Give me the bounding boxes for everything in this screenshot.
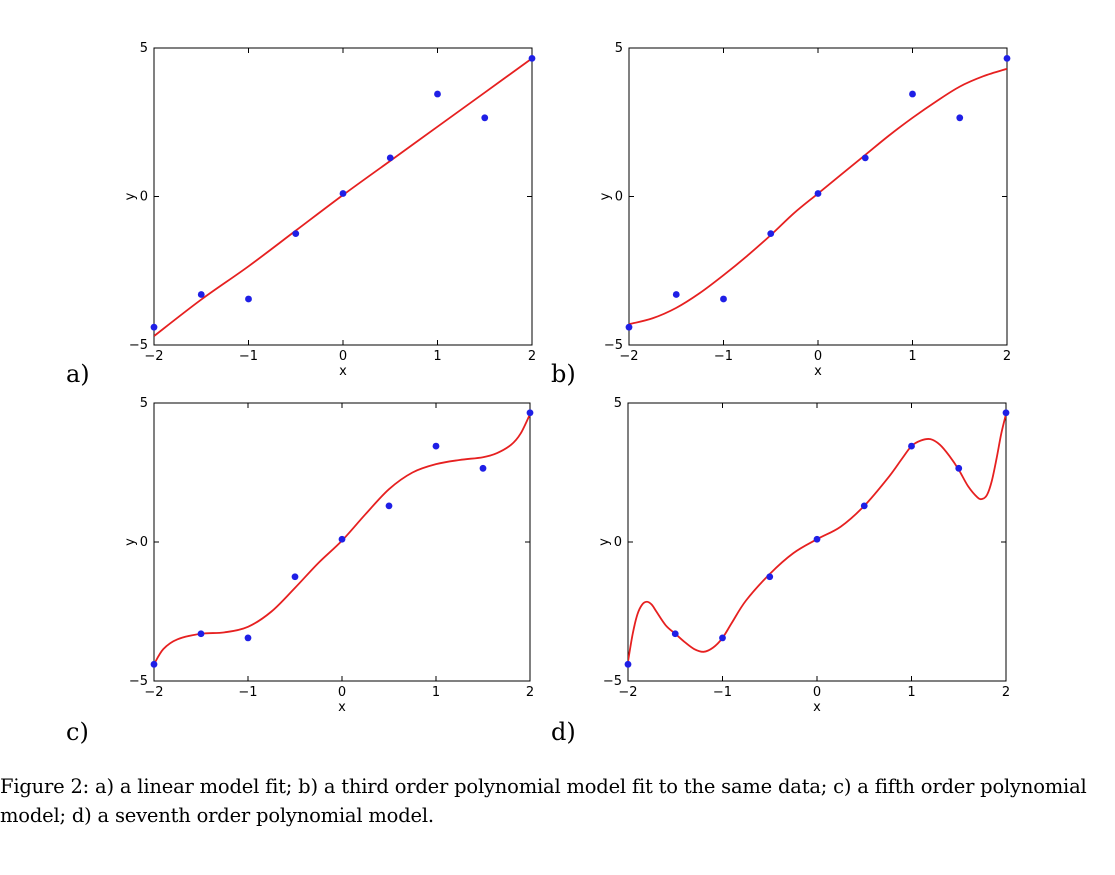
x-tick-label: 0 (814, 349, 822, 364)
panel-b: −2 −1 0 1 2 −5 0 5 x y b) (551, 41, 1011, 388)
x-tick-label: −1 (239, 349, 258, 364)
x-tick-label: 1 (433, 349, 441, 364)
panel-label: b) (551, 360, 576, 388)
x-tick-label: −1 (238, 685, 257, 700)
data-point (766, 573, 774, 581)
y-tick-label: 0 (614, 535, 622, 550)
x-tick-label: −1 (714, 349, 733, 364)
panel-label: a) (66, 360, 90, 388)
data-point (432, 442, 440, 450)
data-point (955, 464, 963, 472)
x-tick-label: 2 (526, 685, 534, 700)
y-tick-label: 0 (140, 190, 148, 205)
figure-caption: Figure 2: a) a linear model fit; b) a th… (0, 775, 1087, 827)
x-tick-label: −1 (713, 685, 732, 700)
data-point (386, 154, 394, 162)
panel-d: −2 −1 0 1 2 −5 0 5 x y d) (551, 396, 1010, 746)
data-point (197, 291, 205, 298)
panel-label: d) (551, 718, 576, 746)
data-point (861, 154, 869, 162)
x-tick-label: 0 (339, 349, 347, 364)
data-point (197, 630, 205, 638)
data-point (908, 442, 915, 450)
x-tick-label: −2 (144, 685, 163, 700)
y-axis-label: y (123, 192, 138, 200)
data-point (291, 573, 299, 581)
data-point (671, 630, 679, 638)
y-tick-label: 0 (615, 190, 623, 205)
x-tick-label: 2 (1002, 685, 1010, 700)
y-tick-label: −5 (129, 338, 148, 353)
x-tick-label: 1 (907, 685, 915, 700)
x-tick-label: 2 (1003, 349, 1011, 364)
data-point (385, 502, 393, 510)
data-point (860, 502, 868, 510)
y-tick-label: −5 (603, 674, 622, 689)
data-point (956, 114, 964, 122)
fit-curve (154, 57, 532, 337)
data-point (814, 190, 822, 197)
data-point (244, 634, 252, 642)
x-tick-label: 1 (908, 349, 916, 364)
y-tick-label: 5 (615, 41, 623, 56)
data-point (528, 54, 536, 62)
data-point (434, 90, 441, 98)
data-point (339, 190, 347, 197)
data-point (479, 464, 487, 472)
data-point (625, 323, 633, 331)
y-tick-label: 5 (140, 396, 148, 411)
x-tick-label: 1 (432, 685, 440, 700)
data-point (481, 114, 489, 122)
data-point (1002, 409, 1010, 417)
x-axis-label: x (339, 364, 347, 379)
data-point (767, 230, 775, 238)
y-tick-label: 5 (614, 396, 622, 411)
x-axis-label: x (813, 700, 821, 715)
x-tick-label: −2 (619, 349, 638, 364)
x-tick-label: 0 (338, 685, 346, 700)
x-tick-label: 0 (813, 685, 821, 700)
data-point (624, 660, 632, 668)
y-axis-label: y (123, 538, 138, 546)
y-axis-label: y (597, 538, 612, 546)
data-point (526, 409, 534, 417)
data-point (813, 535, 821, 543)
data-point (719, 634, 726, 642)
y-axis-label: y (598, 192, 613, 200)
data-point (909, 90, 916, 98)
data-point (150, 660, 158, 668)
panel-c: −2 −1 0 1 2 −5 0 5 x y c) (66, 396, 534, 746)
data-point (292, 230, 300, 238)
x-axis-label: x (338, 700, 346, 715)
y-tick-label: 0 (140, 535, 148, 550)
y-tick-label: −5 (129, 674, 148, 689)
data-point (720, 295, 727, 303)
x-tick-label: −2 (144, 349, 163, 364)
data-point (150, 323, 158, 331)
panel-label: c) (66, 718, 89, 746)
x-tick-label: −2 (618, 685, 637, 700)
x-tick-label: 2 (528, 349, 536, 364)
data-point (1003, 54, 1011, 62)
y-tick-label: 5 (140, 41, 148, 56)
data-point (672, 291, 680, 298)
data-point (338, 535, 346, 543)
panel-a: −2 −1 0 1 2 −5 0 5 x y a) (66, 41, 536, 388)
data-point (245, 295, 252, 303)
x-axis-label: x (814, 364, 822, 379)
y-tick-label: −5 (604, 338, 623, 353)
